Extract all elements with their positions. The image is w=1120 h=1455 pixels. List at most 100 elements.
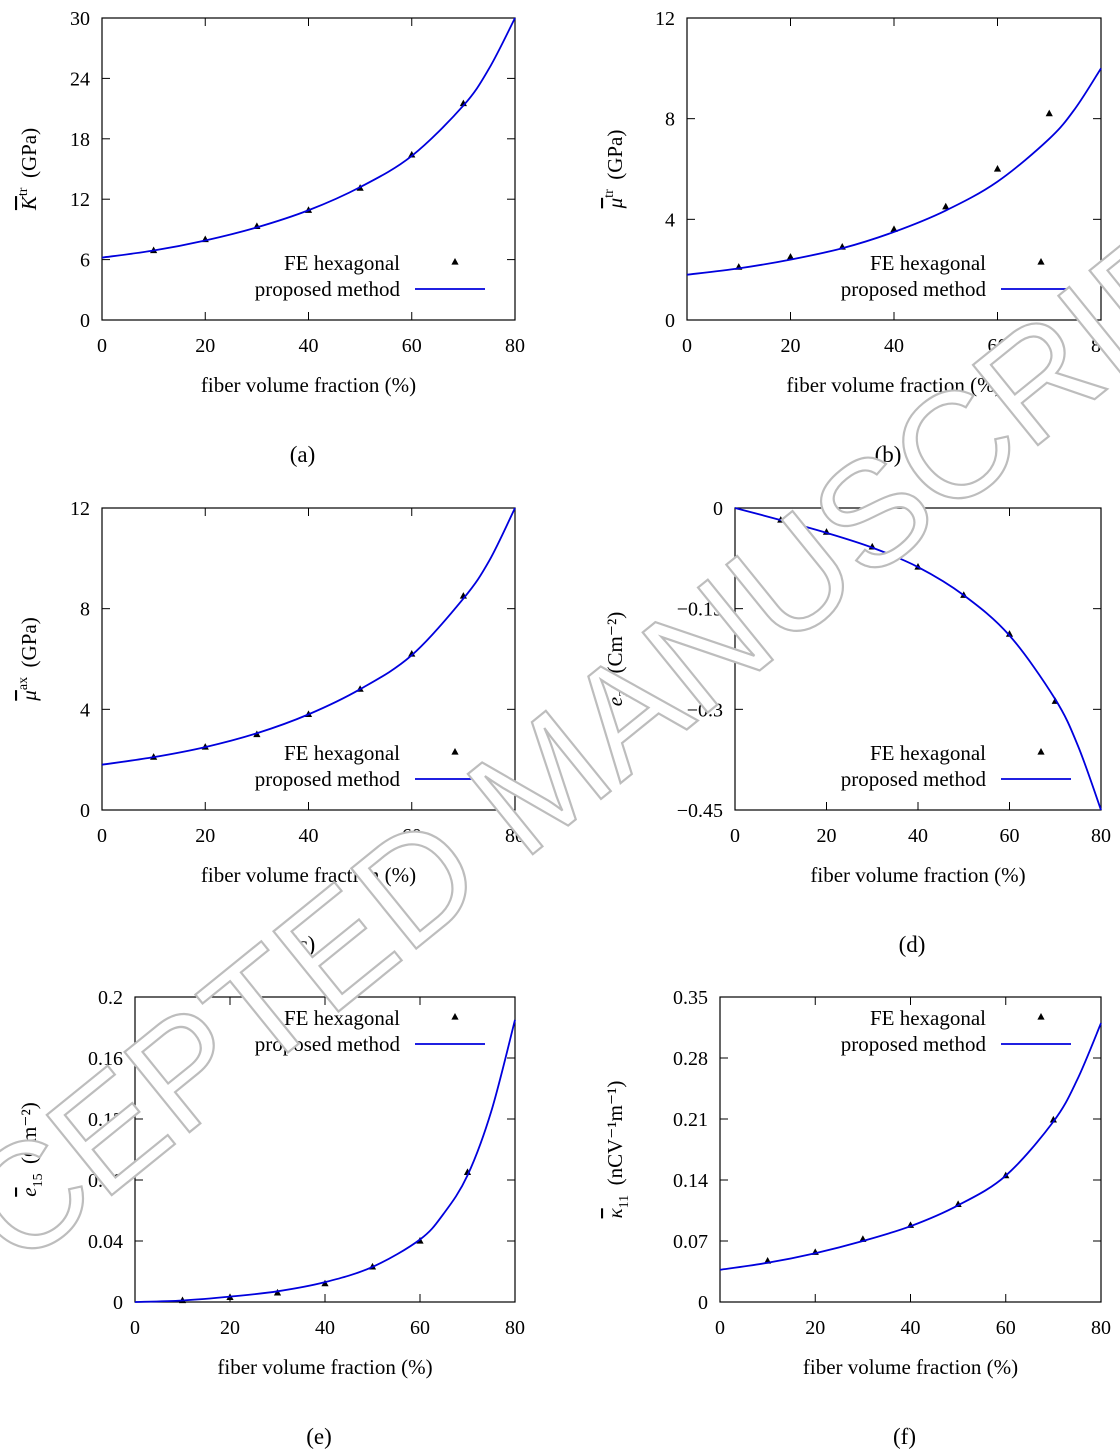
legend-fe-hexagonal-label: FE hexagonal [284,251,400,275]
chart-panel-a: 0 20 40 60 80 0 6 12 18 24 30 fiber volume fraction… [16,8,525,467]
y-tick-label: 0 [665,310,675,332]
legend-fe-hexagonal-label: FE hexagonal [284,1006,400,1030]
x-tick-label: 0 [682,335,692,357]
y-axis-label: μax (GPa) [16,617,41,701]
y-tick-label: 0.35 [673,987,708,1009]
fe-hexagonal-marker [1005,630,1014,637]
legend-proposed-method-label: proposed method [255,277,401,301]
x-tick-label: 80 [505,1317,525,1339]
y-axis-superscript: ax [16,677,31,690]
y-tick-label: 0.07 [673,1231,708,1253]
x-tick-label: 80 [1091,825,1111,847]
x-tick-label: 20 [220,1317,240,1339]
x-tick-label: 0 [715,1317,725,1339]
legend-proposed-method-label: proposed method [841,277,987,301]
x-axis-label: fiber volume fraction (%) [201,373,416,397]
y-axis-symbol: e [603,697,627,706]
fe-hexagonal-marker [993,165,1002,172]
panel-caption-d: (d) [899,932,926,957]
fe-hexagonal-marker [1045,109,1053,117]
y-tick-label: −0.45 [677,800,723,822]
x-tick-label: 40 [908,825,928,847]
y-axis-symbol: μ [603,198,627,210]
y-tick-label: 0.28 [673,1048,708,1070]
panel-caption-e: (e) [306,1424,332,1449]
x-tick-label: 60 [988,335,1008,357]
y-tick-label: 12 [70,189,90,211]
fe-hexagonal-marker [786,253,795,260]
fe-hexagonal-marker [942,202,950,210]
chart-panel-e: 0 20 40 60 80 0 0.04 0.08 0.12 0.16 0.2 fiber volum… [17,987,525,1449]
y-axis-subscript: 31 [617,683,632,697]
legend-fe-hexagonal-label: FE hexagonal [870,1006,986,1030]
y-axis-subscript: 11 [617,1195,632,1208]
proposed-method-curve [134,1019,516,1303]
y-axis-superscript: tr [602,189,617,198]
proposed-method-curve [101,17,516,259]
legend-proposed-method-label: proposed method [841,1032,987,1056]
legend-fe-hexagonal-marker [1037,258,1045,265]
x-tick-label: 0 [130,1317,140,1339]
x-tick-label: 80 [505,825,525,847]
proposed-method-curve [719,1022,1102,1271]
x-tick-label: 20 [195,335,215,357]
legend-fe-hexagonal-marker [451,258,459,265]
x-tick-label: 80 [1091,335,1111,357]
y-tick-label: 12 [70,498,90,520]
proposed-method-curve [686,67,1102,276]
legend-fe-hexagonal-label: FE hexagonal [284,741,400,765]
x-axis-label: fiber volume fraction (%) [201,863,416,887]
fe-hexagonal-marker [1049,1115,1057,1123]
x-tick-label: 80 [1091,1317,1111,1339]
chart-panel-b: 0 20 40 60 80 0 4 8 12 fiber volume fraction (%) μ… [602,8,1111,467]
fe-hexagonal-marker [408,150,416,158]
y-axis-unit: (GPa) [603,130,627,185]
y-tick-label: 0 [113,1292,123,1314]
y-tick-label: 6 [80,250,90,272]
y-tick-label: 0.12 [88,1109,123,1131]
y-axis-symbol: κ [603,1207,627,1218]
y-axis-unit: (GPa) [17,128,41,183]
x-tick-label: 40 [299,335,319,357]
y-tick-label: 8 [80,599,90,621]
x-tick-label: 60 [402,825,422,847]
y-tick-label: 0 [80,800,90,822]
y-axis-unit: (GPa) [17,617,41,672]
panel-caption-f: (f) [893,1424,916,1449]
y-tick-label: 0 [80,310,90,332]
x-axis-label: fiber volume fraction (%) [217,1355,432,1379]
y-tick-label: 24 [70,68,90,90]
x-tick-label: 60 [402,335,422,357]
fe-hexagonal-marker [408,649,416,657]
x-tick-label: 0 [97,335,107,357]
y-tick-label: 4 [80,699,90,721]
x-tick-label: 20 [805,1317,825,1339]
x-tick-label: 20 [195,825,215,847]
panel-caption-c: (c) [290,932,316,957]
x-tick-label: 40 [299,825,319,847]
y-axis-symbol: μ [17,690,41,702]
y-tick-label: 0.21 [673,1109,708,1131]
x-tick-label: 20 [817,825,837,847]
chart-panel-f: 0 20 40 60 80 0 0.07 0.14 0.21 0.28 0.35 fiber volu… [603,987,1111,1449]
proposed-method-curve [734,507,1102,811]
y-axis-label: Ktr (GPa) [16,128,41,211]
y-axis-label: e31 (Cm⁻²) [603,612,632,707]
y-axis-unit: (nCV⁻¹m⁻¹) [603,1081,627,1191]
y-axis-symbol: e [17,1187,41,1196]
x-tick-label: 60 [1000,825,1020,847]
y-axis-label: κ11 (nCV⁻¹m⁻¹) [603,1081,632,1219]
legend-fe-hexagonal-marker [1037,748,1045,755]
y-axis-label: μtr (GPa) [602,130,627,210]
x-axis-label: fiber volume fraction (%) [786,373,1001,397]
x-axis-label: fiber volume fraction (%) [803,1355,1018,1379]
y-tick-label: 8 [665,109,675,131]
x-tick-label: 40 [884,335,904,357]
x-tick-label: 60 [996,1317,1016,1339]
y-axis-symbol: K [17,195,41,211]
y-tick-label: −0.15 [677,599,723,621]
x-tick-label: 20 [781,335,801,357]
x-tick-label: 0 [730,825,740,847]
